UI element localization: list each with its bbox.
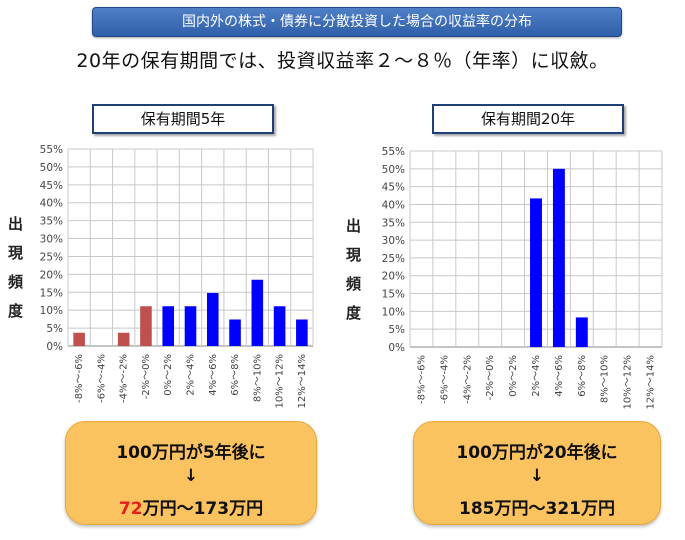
result-low-value: 185 (459, 499, 495, 519)
y-tick-label: 15% (382, 289, 405, 301)
bar-4%～6% (206, 292, 219, 346)
bar-6%～8% (575, 317, 588, 347)
x-tick-label: 2%～4% (531, 355, 542, 397)
x-tick-label: 12%～14% (646, 355, 657, 409)
bar-4%～6% (552, 168, 565, 347)
chart-title-20y: 保有期間20年 (432, 104, 624, 134)
x-tick-label: -2%～0% (485, 355, 496, 400)
y-tick-label: 10% (40, 305, 63, 317)
down-arrow-icon: ↓ (183, 466, 199, 486)
x-tick-label: 4%～6% (208, 354, 219, 396)
bar-2%～4% (530, 198, 542, 347)
x-tick-label: 0%～2% (163, 354, 174, 396)
chart-title-5y: 保有期間5年 (92, 104, 274, 134)
result-low-value: 72 (118, 499, 143, 519)
x-tick-label: 10%～12% (275, 354, 286, 408)
y-label-char: 出 (8, 215, 24, 233)
x-tick-label: -8%～-6% (74, 354, 85, 403)
y-tick-label: 40% (382, 199, 405, 211)
result-box-20y: 100万円が20年後に ↓ 185万円～321万円 (413, 421, 661, 525)
y-label-char: 頻 (346, 275, 362, 293)
y-axis-label-5y: 出 現 頻 度 (8, 210, 23, 326)
result-range: 185万円～321万円 (414, 494, 660, 519)
y-tick-label: 5% (388, 324, 405, 336)
result-box-5y: 100万円が5年後に ↓ 72万円～173万円 (65, 421, 317, 525)
x-tick-label: -6%～-4% (96, 354, 107, 403)
y-label-char: 出 (346, 217, 362, 235)
y-tick-label: 25% (382, 253, 405, 265)
y-label-char: 度 (346, 304, 362, 322)
bar-0%～2% (162, 306, 175, 346)
result-high-text: 万円～173万円 (142, 499, 264, 519)
x-tick-label: -8%～-6% (416, 355, 427, 404)
headline: 20年の保有期間では、投資収益率２～８％（年率）に収斂。 (76, 50, 609, 72)
x-tick-label: -2%～0% (141, 354, 152, 399)
y-tick-label: 5% (46, 323, 63, 335)
x-tick-label: 8%～10% (600, 355, 611, 403)
y-tick-label: 35% (40, 216, 63, 228)
result-line1: 100万円が20年後に (456, 443, 618, 463)
y-label-char: 現 (346, 246, 362, 264)
result-range: 72万円～173万円 (66, 494, 316, 519)
y-label-char: 頻 (8, 273, 24, 291)
y-tick-label: 30% (382, 235, 405, 247)
page-banner: 国内外の株式・債券に分散投資した場合の収益率の分布 (92, 7, 622, 37)
y-tick-label: 20% (40, 269, 63, 281)
x-tick-label: 12%～14% (297, 354, 308, 408)
bar-6%～8% (229, 319, 241, 346)
x-tick-label: 4%～6% (554, 355, 565, 397)
result-high-text: 万円～321万円 (494, 499, 616, 519)
y-tick-label: 0% (46, 341, 63, 353)
x-tick-label: 6%～8% (230, 354, 241, 396)
y-tick-label: 45% (382, 182, 405, 194)
x-tick-label: 6%～8% (577, 355, 588, 397)
y-tick-label: 55% (40, 144, 63, 156)
bar-8%～10% (251, 279, 264, 346)
y-tick-label: 55% (382, 146, 405, 158)
bar--4%～-2% (117, 332, 130, 346)
down-arrow-icon: ↓ (529, 466, 545, 486)
y-axis-label-20y: 出 現 頻 度 (346, 212, 361, 328)
y-tick-label: 15% (40, 287, 63, 299)
y-tick-label: 45% (40, 180, 63, 192)
x-tick-label: -4%～-2% (462, 355, 473, 404)
x-tick-label: -6%～-4% (439, 355, 450, 404)
x-tick-label: 8%～10% (252, 354, 263, 402)
bar--2%～0% (140, 306, 152, 346)
y-label-char: 度 (8, 302, 24, 320)
bar-2%～4% (184, 306, 197, 346)
x-tick-label: -4%～-2% (119, 354, 130, 403)
y-tick-label: 35% (382, 217, 405, 229)
y-label-char: 現 (8, 244, 24, 262)
bar-10%～12% (273, 306, 286, 346)
y-tick-label: 10% (382, 306, 405, 318)
y-tick-label: 20% (382, 271, 405, 283)
x-tick-label: 0%～2% (508, 355, 519, 397)
y-tick-label: 50% (382, 164, 405, 176)
y-tick-label: 40% (40, 198, 63, 210)
bar-12%～14% (296, 319, 308, 346)
x-tick-label: 2%～4% (186, 354, 197, 396)
y-tick-label: 0% (388, 342, 405, 354)
y-tick-label: 30% (40, 234, 63, 246)
x-tick-label: 10%～12% (623, 355, 634, 409)
result-line1: 100万円が5年後に (116, 443, 266, 463)
y-tick-label: 25% (40, 251, 63, 263)
y-tick-label: 50% (40, 162, 63, 174)
bar--8%～-6% (73, 332, 85, 346)
